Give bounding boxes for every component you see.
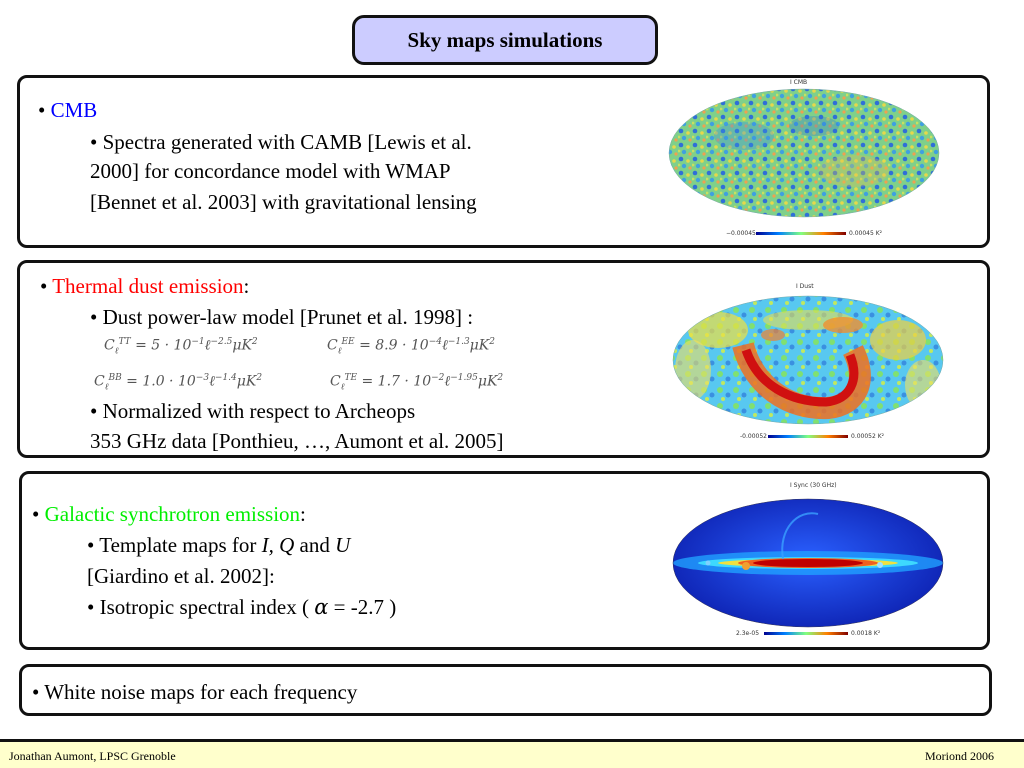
dust-model-line: • Dust power-law model [Prunet et al. 19… — [90, 305, 474, 329]
sync-template-line: • Template maps for I, Q and U — [87, 533, 351, 557]
slide-title: Sky maps simulations — [352, 15, 658, 65]
noise-line: • White noise maps for each frequency — [32, 680, 358, 704]
equation-te: CℓTE = 1.7 · 10−2ℓ−1.95μK2 — [330, 373, 504, 393]
sync-map-title: I Sync (30 GHz) — [790, 482, 837, 489]
sync-heading-colon: : — [300, 502, 306, 526]
dust-heading: • Thermal dust emission: — [40, 274, 250, 298]
equation-tt: CℓTT = 5 · 10−1ℓ−2.5μK2 — [104, 337, 258, 357]
equation-ee: CℓEE = 8.9 · 10−4ℓ−1.3μK2 — [327, 337, 495, 357]
sync-map — [672, 498, 944, 628]
dust-map-title: I Dust — [796, 283, 814, 290]
sync-heading: • Galactic synchrotron emission: — [32, 502, 306, 526]
cmb-line-3: [Bennet et al. 2003] with gravitational … — [90, 190, 477, 214]
dust-norm-line-1: • Normalized with respect to Archeops — [90, 399, 416, 423]
dust-colorbar-min: -0.00052 — [740, 433, 767, 440]
sync-heading-label: Galactic synchrotron emission — [44, 502, 301, 526]
cmb-heading: • CMB — [38, 98, 98, 122]
alpha-symbol: α — [314, 595, 329, 619]
footer-conference: Moriond 2006 — [925, 749, 994, 763]
noise-panel — [19, 664, 992, 716]
sync-colorbar-max: 0.0018 K² — [851, 630, 881, 637]
cmb-line-2: 2000] for concordance model with WMAP — [90, 159, 451, 183]
sync-iso-line: • Isotropic spectral index ( α = -2.7 ) — [87, 595, 397, 619]
cmb-line-1: • Spectra generated with CAMB [Lewis et … — [90, 130, 472, 154]
cmb-map-title: I CMB — [790, 79, 808, 86]
dust-colorbar — [768, 435, 848, 438]
cmb-colorbar-max: 0.00045 K² — [849, 230, 883, 237]
sync-colorbar-min: 2.3e-05 — [736, 630, 760, 637]
dust-heading-label: Thermal dust emission — [52, 274, 244, 298]
dust-colorbar-max: 0.00052 K² — [851, 433, 885, 440]
cmb-map — [668, 88, 940, 218]
footer: Jonathan Aumont, LPSC Grenoble Moriond 2… — [0, 739, 1024, 768]
dust-map — [672, 295, 944, 425]
sync-colorbar — [764, 632, 848, 635]
footer-author: Jonathan Aumont, LPSC Grenoble — [9, 749, 176, 763]
cmb-heading-label: CMB — [50, 98, 98, 122]
sync-ref-line: [Giardino et al. 2002]: — [87, 564, 275, 588]
dust-heading-colon: : — [243, 274, 250, 298]
dust-norm-line-2: 353 GHz data [Ponthieu, …, Aumont et al.… — [90, 429, 504, 453]
equation-bb: CℓBB = 1.0 · 10−3ℓ−1.4μK2 — [94, 373, 263, 393]
cmb-colorbar — [756, 232, 846, 235]
cmb-colorbar-min: −0.00045 — [726, 230, 756, 237]
